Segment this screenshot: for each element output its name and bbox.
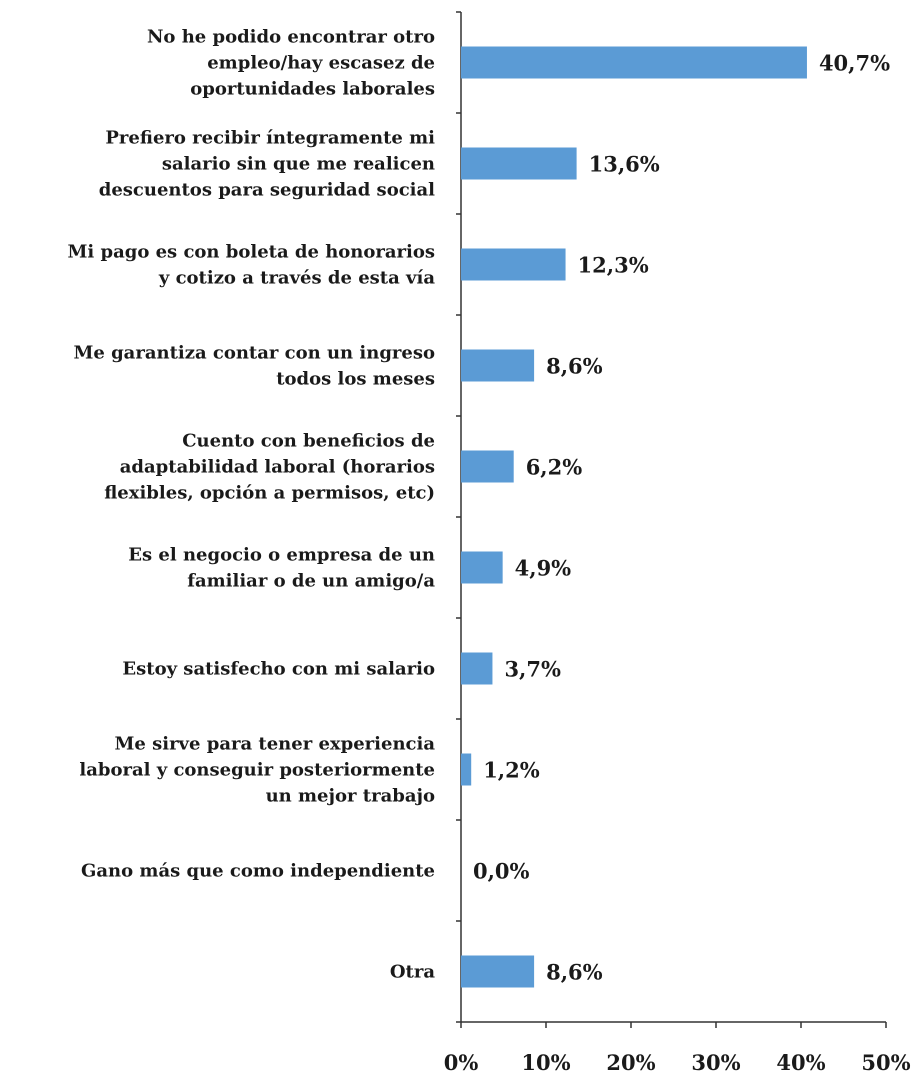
category-label: Prefiero recibir íntegramente mi salario … [99,128,435,201]
category-label: Me garantiza contar con un ingreso todos … [73,343,435,390]
category-label-line: Me sirve para tener experiencia [114,734,435,755]
category-labels: No he podido encontrar otro empleo/hay es… [67,27,435,983]
data-label: 8,6% [546,960,603,985]
category-label-line: flexibles, opción a permisos, etc) [104,483,435,504]
category-label-line: Es el negocio o empresa de un [128,545,435,566]
category-label-line: No he podido encontrar otro [147,27,435,48]
category-label: Estoy satisfecho con mi salario [122,659,435,680]
data-label: 40,7% [819,51,890,76]
x-tick-label: 40% [776,1050,825,1075]
category-label: Es el negocio o empresa de un familiar o … [128,545,435,592]
data-labels: 40,7% 13,6% 12,3% 8,6% 6,2% 4,9% 3,7% 1,2% 0,0% 8… [473,51,890,985]
category-label-line: oportunidades laborales [190,79,435,100]
data-label: 8,6% [546,354,603,379]
category-label-line: Prefiero recibir íntegramente mi [105,128,435,149]
bar [461,147,577,180]
category-label-line: Estoy satisfecho con mi salario [122,659,435,680]
data-label: 13,6% [589,152,660,177]
category-label-line: salario sin que me realicen [162,154,435,175]
x-tick-labels: 0% 10% 20% 30% 40% 50% [444,1050,911,1075]
x-tick-label: 10% [521,1050,570,1075]
category-label-line: todos los meses [276,369,435,390]
category-label: Otra [390,962,435,983]
category-label-line: adaptabilidad laboral (horarios [120,457,435,478]
category-label-line: Gano más que como independiente [81,861,435,882]
x-tick-label: 20% [606,1050,655,1075]
bar [461,248,566,281]
bar [461,551,503,584]
category-label-line: Otra [390,962,435,983]
category-label-line: y cotizo a través de esta vía [158,268,435,289]
x-axis-ticks [460,1022,887,1028]
category-label: Me sirve para tener experiencia laboral y… [79,734,435,807]
bar [461,46,807,79]
category-label-line: un mejor trabajo [266,786,435,807]
bar [461,349,535,382]
bar [461,955,535,988]
data-label: 6,2% [526,455,583,480]
category-label: Gano más que como independiente [81,861,435,882]
x-tick-label: 30% [691,1050,740,1075]
data-label: 0,0% [473,859,530,884]
data-label: 3,7% [504,657,561,682]
bar [461,450,514,483]
category-label-line: Mi pago es con boleta de honorarios [67,242,435,263]
category-label: Mi pago es con boleta de honorarios y cot… [67,242,435,289]
category-label-line: Cuento con beneficios de [182,431,435,452]
category-label: No he podido encontrar otro empleo/hay es… [147,27,435,100]
category-label-line: descuentos para seguridad social [99,180,435,201]
x-tick-label: 0% [444,1050,479,1075]
y-axis-ticks [456,11,461,1023]
data-label: 1,2% [483,758,540,783]
x-tick-label: 50% [861,1050,910,1075]
bars [461,46,807,988]
data-label: 12,3% [578,253,649,278]
category-label-line: empleo/hay escasez de [207,53,435,74]
bar [461,753,472,786]
category-label-line: Me garantiza contar con un ingreso [73,343,435,364]
category-label-line: familiar o de un amigo/a [187,571,435,592]
data-label: 4,9% [515,556,572,581]
category-label-line: laboral y conseguir posteriormente [79,760,435,781]
category-label: Cuento con beneficios de adaptabilidad la… [104,431,435,504]
bar [461,652,493,685]
